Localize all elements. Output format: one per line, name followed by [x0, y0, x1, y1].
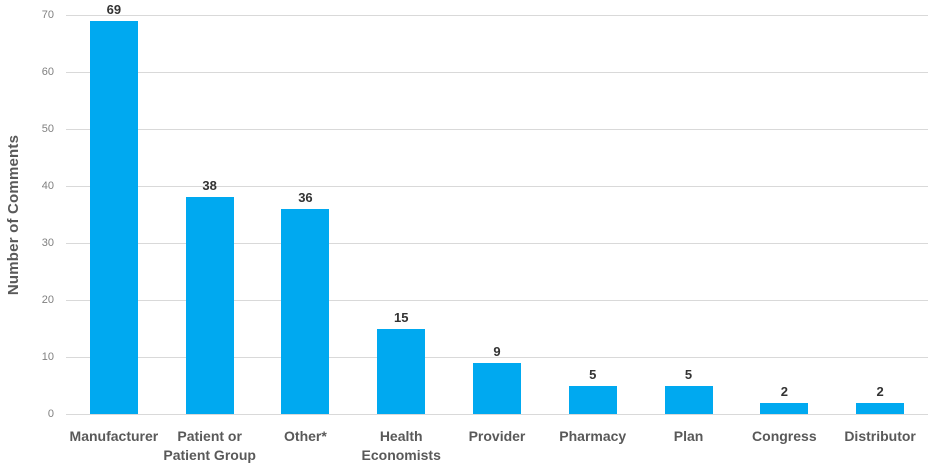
bar — [473, 362, 521, 414]
x-axis-category-label: Patient or Patient Group — [163, 428, 256, 463]
gridline — [66, 185, 928, 187]
gridline — [66, 413, 928, 415]
bar — [185, 197, 234, 414]
gridline — [66, 356, 928, 358]
bar — [760, 402, 809, 414]
x-axis-category-label: Provider — [468, 428, 526, 444]
x-axis-category-label: Distributor — [844, 428, 916, 444]
bar — [377, 328, 426, 414]
gridline — [66, 14, 928, 16]
bar — [568, 385, 617, 414]
gridline — [66, 128, 928, 130]
y-tick-label: 50 — [41, 123, 54, 135]
y-tick-label: 40 — [41, 180, 54, 192]
gridline — [66, 242, 928, 244]
bar-value-label: 69 — [106, 1, 122, 17]
y-tick-label: 10 — [41, 351, 54, 363]
x-axis-category-label: Pharmacy — [559, 428, 627, 444]
x-axis-category-label: Plan — [673, 428, 704, 444]
bar — [281, 208, 330, 414]
y-tick-label: 30 — [41, 237, 54, 249]
bar-value-label: 2 — [780, 383, 788, 399]
bar — [856, 402, 905, 414]
gridline — [66, 71, 928, 73]
y-tick-label: 70 — [41, 9, 54, 21]
y-tick-label: 20 — [41, 294, 54, 306]
bar — [89, 20, 138, 414]
bar-value-label: 5 — [684, 366, 693, 382]
bar-value-label: 36 — [298, 189, 313, 205]
gridline — [66, 299, 928, 301]
x-axis-category-label: Other* — [284, 428, 327, 444]
bar-value-label: 9 — [493, 343, 501, 359]
y-tick-label: 60 — [41, 66, 54, 78]
bar-value-label: 38 — [202, 178, 217, 194]
x-axis-category-label: Health Economists — [361, 428, 441, 463]
bar-value-label: 5 — [589, 366, 597, 382]
bar — [664, 385, 713, 414]
x-axis-category-label: Congress — [752, 428, 817, 444]
bar-value-label: 15 — [393, 309, 409, 325]
bar-value-label: 2 — [876, 383, 884, 399]
y-tick-label: 0 — [47, 408, 54, 420]
x-axis-category-label: Manufacturer — [69, 428, 159, 444]
